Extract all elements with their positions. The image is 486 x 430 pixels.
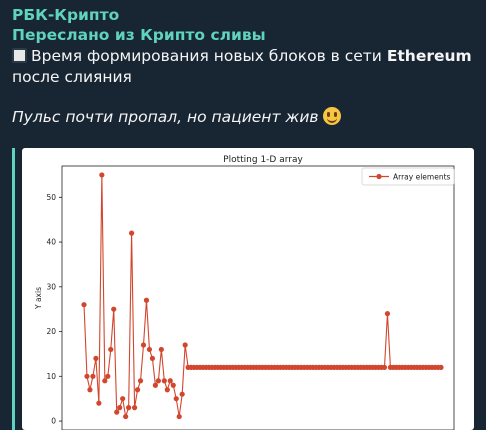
data-point bbox=[158, 346, 164, 353]
line-chart: Plotting 1-D array Y axis 0 10 20 30 40 50 Ar… bbox=[34, 155, 455, 430]
data-point bbox=[114, 409, 120, 415]
data-point bbox=[384, 311, 391, 317]
data-point bbox=[438, 364, 444, 370]
legend-box bbox=[361, 167, 455, 186]
data-point bbox=[102, 378, 108, 384]
data-point bbox=[140, 342, 147, 348]
data-point bbox=[170, 382, 176, 388]
data-point bbox=[93, 355, 99, 362]
data-point bbox=[105, 373, 111, 379]
data-point bbox=[129, 230, 135, 236]
data-point bbox=[173, 396, 179, 402]
series-layer bbox=[81, 172, 444, 420]
chart-image[interactable]: Plotting 1-D array Y axis 0 10 20 30 40 50 Ar… bbox=[22, 148, 474, 430]
y-tick-label: 10 bbox=[46, 372, 56, 381]
message-line2: после слияния bbox=[12, 68, 132, 86]
data-point bbox=[167, 378, 173, 384]
grinning-face-emoji-icon bbox=[322, 107, 341, 125]
data-point bbox=[146, 346, 153, 353]
data-point bbox=[149, 355, 156, 362]
data-point bbox=[108, 346, 114, 353]
data-point bbox=[87, 387, 93, 393]
message-bold-word: Ethereum bbox=[386, 47, 472, 65]
data-point bbox=[90, 373, 96, 379]
y-tick-label: 0 bbox=[51, 417, 56, 426]
plot-area-frame bbox=[61, 165, 455, 430]
y-axis-label: Y axis bbox=[34, 287, 43, 310]
message: РБК-Крипто Переслано из Крипто сливы Вре… bbox=[12, 5, 482, 128]
data-point bbox=[152, 382, 158, 388]
data-point bbox=[143, 297, 150, 303]
data-point bbox=[381, 364, 388, 370]
data-point bbox=[96, 400, 102, 406]
data-point bbox=[81, 302, 87, 308]
data-point bbox=[126, 405, 132, 411]
data-point bbox=[176, 413, 182, 420]
caption-text: Пульс почти пропал, но пациент жив bbox=[12, 108, 319, 126]
quote-bar bbox=[12, 148, 15, 430]
data-point bbox=[134, 387, 141, 393]
data-point bbox=[123, 413, 129, 420]
data-point bbox=[164, 387, 170, 393]
data-point bbox=[179, 391, 185, 397]
data-point bbox=[137, 378, 144, 384]
data-point bbox=[120, 396, 126, 402]
legend-label: Array elements bbox=[393, 173, 451, 182]
message-line1: Время формирования новых блоков в сети bbox=[31, 47, 387, 65]
channel-name[interactable]: РБК-Крипто bbox=[12, 6, 120, 24]
y-tick-label: 30 bbox=[46, 282, 56, 291]
forwarded-from[interactable]: Переслано из Крипто сливы bbox=[12, 26, 266, 44]
white-square-icon bbox=[12, 48, 27, 63]
data-point bbox=[182, 342, 188, 348]
legend-marker bbox=[376, 173, 382, 180]
chart-title: Plotting 1-D array bbox=[223, 155, 303, 165]
message-text: Время формирования новых блоков в сети E… bbox=[12, 46, 482, 88]
data-point bbox=[117, 405, 123, 411]
data-point bbox=[111, 306, 117, 312]
data-point bbox=[131, 405, 138, 411]
y-tick-label: 50 bbox=[46, 193, 56, 202]
data-point bbox=[99, 172, 105, 178]
data-point bbox=[155, 378, 161, 384]
y-axis-ticks: 0 10 20 30 40 50 bbox=[46, 193, 62, 426]
data-point bbox=[84, 373, 90, 379]
series-line bbox=[83, 174, 441, 417]
data-point bbox=[161, 378, 167, 384]
y-tick-label: 20 bbox=[46, 327, 56, 336]
y-tick-label: 40 bbox=[46, 238, 56, 247]
message-caption: Пульс почти пропал, но пациент жив bbox=[12, 107, 482, 128]
legend: Array elements bbox=[361, 167, 455, 186]
